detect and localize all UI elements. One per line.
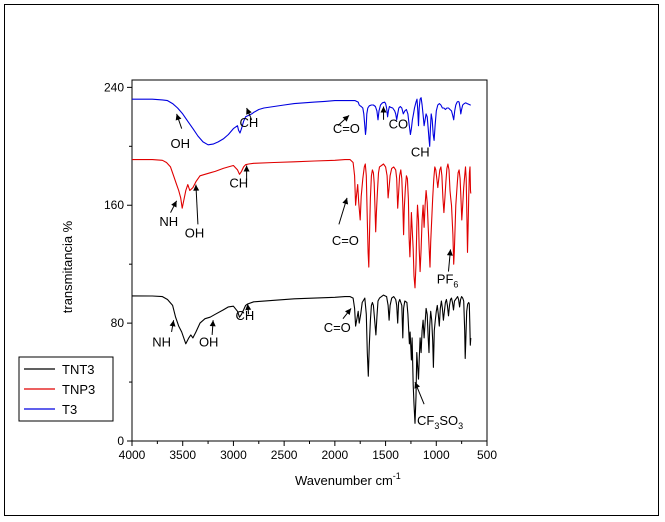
annotation-arrow-head bbox=[446, 249, 453, 256]
annotation-label: OH bbox=[199, 335, 219, 350]
annotation-label: NH bbox=[152, 335, 171, 350]
annotation-arrow-shaft bbox=[195, 184, 199, 225]
x-axis-title: Wavenumber cm-1 bbox=[295, 471, 401, 488]
x-tick-label: 3500 bbox=[169, 448, 196, 462]
legend-label-t3: T3 bbox=[62, 402, 77, 417]
annotation-label: OH bbox=[185, 226, 205, 241]
annotation-arrow-head bbox=[169, 320, 176, 327]
annotation-label: NH bbox=[159, 214, 178, 229]
legend-label-tnt3: TNT3 bbox=[62, 362, 95, 377]
annotation-arrow-head bbox=[175, 113, 182, 121]
series-line-t3 bbox=[132, 97, 471, 147]
x-tick-label: 2500 bbox=[271, 448, 298, 462]
annotation-arrow-head bbox=[243, 165, 250, 172]
x-tick-label: 2000 bbox=[322, 448, 349, 462]
y-tick-label: 80 bbox=[111, 316, 125, 330]
chart-frame: 4000 3500 3000 2500 2000 1500 1000 500 0 80 160 240… bbox=[4, 4, 659, 516]
x-tick-label: 3000 bbox=[220, 448, 247, 462]
annotation-label: CH bbox=[411, 145, 430, 160]
annotation-arrow-head bbox=[245, 304, 252, 311]
annotation-arrow-head bbox=[171, 200, 177, 208]
legend: TNT3 TNP3 T3 bbox=[18, 356, 114, 422]
annotation-arrow-head bbox=[342, 115, 350, 122]
y-tick-label: 0 bbox=[117, 434, 124, 448]
legend-label-tnp3: TNP3 bbox=[62, 382, 95, 397]
series-line-tnp3 bbox=[132, 159, 472, 289]
y-tick-label: 160 bbox=[104, 198, 124, 212]
y-tick-label: 240 bbox=[104, 80, 124, 94]
y-axis-title: transmitancia % bbox=[60, 220, 75, 313]
annotation-arrow-head bbox=[414, 382, 420, 389]
annotation-label: C=O bbox=[332, 233, 359, 248]
x-tick-label: 4000 bbox=[119, 448, 146, 462]
x-tick-label: 500 bbox=[477, 448, 497, 462]
annotation-label: C=O bbox=[333, 121, 360, 136]
plot-area bbox=[131, 79, 488, 442]
annotation-label: CO bbox=[389, 117, 409, 132]
annotation-arrow-head bbox=[342, 197, 349, 205]
annotation-arrow-head bbox=[193, 184, 200, 191]
annotation-label: PF6 bbox=[437, 271, 459, 289]
x-tick-label: 1500 bbox=[372, 448, 399, 462]
x-tick-label: 1000 bbox=[423, 448, 450, 462]
annotation-arrow-head bbox=[246, 108, 252, 115]
annotation-label: CH bbox=[240, 115, 259, 130]
annotation-arrow-head bbox=[345, 308, 352, 315]
series-line-tnt3 bbox=[131, 294, 472, 424]
annotation-label: C=O bbox=[324, 320, 351, 335]
annotation-label: OH bbox=[171, 136, 191, 151]
x-axis-title-superscript: -1 bbox=[393, 471, 401, 481]
ftir-chart: 4000 3500 3000 2500 2000 1500 1000 500 0 80 160 240… bbox=[18, 79, 497, 488]
annotation-label: CH bbox=[229, 176, 248, 191]
annotation-arrow-head bbox=[380, 106, 387, 113]
annotation-arrow-head bbox=[209, 320, 216, 327]
annotation-label: CF3SO3 bbox=[417, 413, 463, 431]
annotation-label: CH bbox=[235, 308, 254, 323]
